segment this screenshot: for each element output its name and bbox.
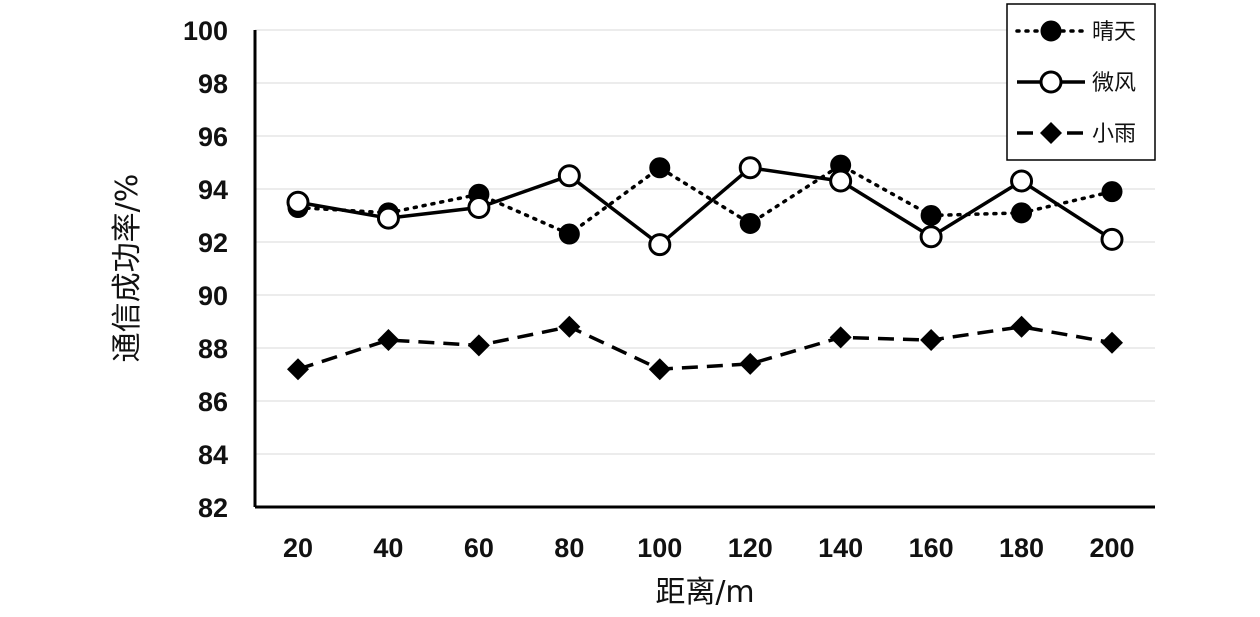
data-point [557, 164, 581, 188]
data-point [920, 205, 942, 226]
legend-marker [1039, 70, 1063, 94]
x-tick-label: 180 [999, 533, 1044, 563]
data-point [739, 352, 762, 375]
x-tick-label: 200 [1089, 533, 1134, 563]
x-tick-label: 140 [818, 533, 863, 563]
data-point [467, 196, 491, 220]
legend-item: 晴天 [1015, 20, 1136, 45]
data-point [738, 156, 762, 180]
legend-marker [1040, 20, 1062, 42]
data-point [1100, 227, 1124, 251]
y-tick-label: 96 [198, 122, 228, 152]
data-point [648, 358, 671, 381]
data-point [377, 329, 400, 352]
series-line [297, 165, 1113, 247]
legend-label: 晴天 [1092, 20, 1136, 45]
y-tick-label: 84 [198, 440, 228, 470]
x-tick-label: 80 [554, 533, 584, 563]
x-tick-label: 60 [464, 533, 494, 563]
legend-label: 微风 [1092, 71, 1136, 96]
y-tick-label: 100 [183, 16, 228, 46]
y-tick-label: 88 [198, 334, 228, 364]
series-2 [286, 156, 1124, 257]
data-point [1101, 331, 1123, 354]
legend-marker [1040, 122, 1062, 144]
y-tick-label: 92 [198, 228, 228, 258]
data-point [739, 212, 761, 234]
data-point [648, 233, 672, 257]
legend-item: 微风 [1017, 70, 1136, 96]
grid-lines [255, 29, 1155, 455]
data-point [829, 169, 853, 193]
data-point [467, 334, 490, 357]
data-point [829, 326, 852, 349]
data-point [919, 225, 943, 249]
data-point [376, 206, 400, 230]
tick-labels: 82 84 86 88 90 92 94 96 98 100 20 40 60 80 100 120 140 16… [183, 16, 1135, 563]
y-tick-label: 94 [198, 175, 228, 205]
y-tick-label: 90 [198, 281, 228, 311]
data-point [1011, 202, 1033, 224]
data-point [1101, 181, 1123, 203]
legend-item: 小雨 [1017, 122, 1136, 147]
y-tick-label: 98 [198, 69, 228, 99]
data-point [558, 315, 581, 338]
y-axis-title: 通信成功率/% [110, 174, 145, 363]
x-tick-label: 160 [909, 533, 954, 563]
data-point [287, 358, 309, 381]
series-group [286, 154, 1124, 381]
series-line [296, 163, 1114, 237]
axes [253, 30, 1155, 509]
x-tick-label: 40 [373, 533, 403, 563]
series-line [297, 324, 1113, 371]
series-1 [287, 154, 1123, 245]
y-tick-label: 82 [198, 493, 228, 523]
x-axis-title: 距离/m [655, 575, 754, 610]
data-point [920, 329, 943, 352]
x-tick-label: 20 [283, 533, 313, 563]
x-tick-label: 100 [637, 533, 682, 563]
legend-label: 小雨 [1092, 122, 1136, 147]
y-tick-label: 86 [198, 387, 228, 417]
data-point [1010, 315, 1033, 338]
data-point [1010, 169, 1034, 193]
data-point [286, 190, 310, 214]
data-point [649, 157, 671, 179]
series-3 [287, 315, 1123, 381]
x-tick-label: 120 [728, 533, 773, 563]
data-point [558, 223, 580, 245]
